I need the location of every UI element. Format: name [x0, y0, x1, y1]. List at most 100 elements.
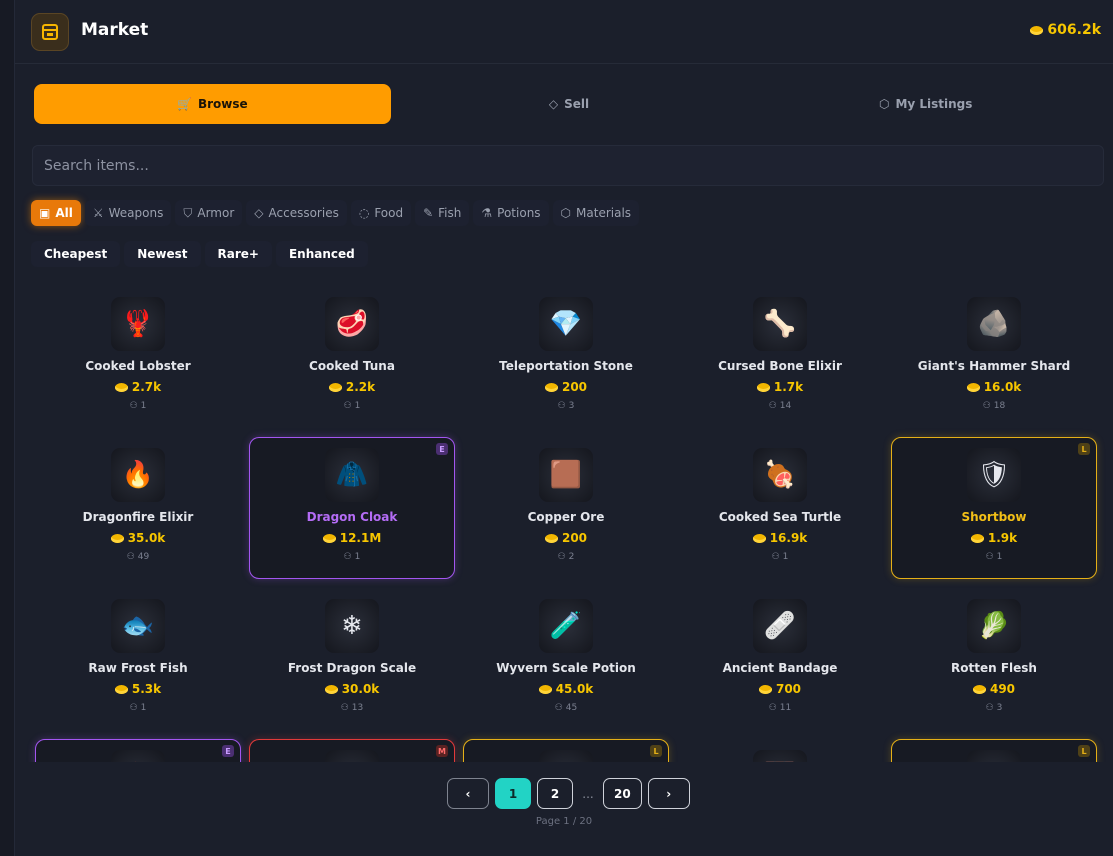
listing-count: 14	[779, 401, 792, 411]
category-all[interactable]: ▣ All	[31, 200, 81, 226]
item-card[interactable]: 🍖 Cooked Sea Turtle 16.9k ⚇ 1	[677, 437, 883, 579]
item-card[interactable]: 🧱	[677, 739, 883, 762]
item-card[interactable]: L 🛡 Shortbow 1.9k ⚇ 1	[891, 437, 1097, 579]
tab-my-listings[interactable]: ⬡ My Listings	[747, 84, 1104, 124]
item-card[interactable]: E🔥	[35, 739, 241, 762]
users-icon: ⚇	[985, 703, 997, 713]
chevron-left-icon: ‹	[465, 786, 471, 801]
listing-count: 1	[140, 703, 147, 713]
market-tabs: 🛒 Browse ◇ Sell ⬡ My Listings	[34, 84, 1104, 124]
item-card[interactable]: 🐟 Raw Frost Fish 5.3k ⚇ 1	[35, 588, 241, 730]
category-label: Weapons	[108, 206, 164, 220]
sort-rare-plus[interactable]: Rare+	[204, 241, 272, 267]
item-listings: ⚇ 1	[130, 401, 147, 411]
category-weapons[interactable]: ⚔ Weapons	[84, 200, 172, 226]
item-price: 1.7k	[756, 380, 804, 394]
sort-cheapest[interactable]: Cheapest	[31, 241, 121, 267]
users-icon: ⚇	[768, 401, 780, 411]
item-card[interactable]: ❄ Frost Dragon Scale 30.0k ⚇ 13	[249, 588, 455, 730]
cookie-icon: ◌	[358, 206, 370, 220]
coin-icon	[966, 382, 980, 392]
item-image: 🥩	[325, 297, 379, 351]
coin-icon	[756, 382, 770, 392]
users-icon: ⚇	[340, 703, 352, 713]
item-card[interactable]: 🥩 Cooked Tuna 2.2k ⚇ 1	[249, 286, 455, 428]
page-20-button[interactable]: 20	[603, 778, 642, 809]
listing-count: 2	[568, 552, 575, 562]
item-image: 🧪	[539, 599, 593, 653]
item-listings: ⚇ 1	[130, 703, 147, 713]
users-icon: ⚇	[129, 401, 141, 411]
tab-label: My Listings	[895, 97, 973, 111]
item-price: 1.9k	[970, 531, 1017, 545]
prev-page-button[interactable]: ‹	[447, 778, 489, 809]
item-card[interactable]: M⚔	[249, 739, 455, 762]
coin-icon	[324, 684, 338, 694]
item-name: Cooked Lobster	[85, 359, 191, 373]
cart-icon: 🛒	[177, 97, 192, 111]
item-listings: ⚇ 13	[341, 703, 363, 713]
item-grid: 🦞 Cooked Lobster 2.7k ⚇ 1 🥩 Cooked Tuna 2.2k ⚇ …	[15, 286, 1113, 762]
item-price: 35.0k	[110, 531, 165, 545]
item-card[interactable]: L🌑	[891, 739, 1097, 762]
item-card[interactable]: L📜	[463, 739, 669, 762]
diamond-icon: ◇	[254, 206, 264, 220]
category-potions[interactable]: ⚗ Potions	[473, 200, 549, 226]
item-card[interactable]: 🧪 Wyvern Scale Potion 45.0k ⚇ 45	[463, 588, 669, 730]
item-listings: ⚇ 14	[769, 401, 791, 411]
item-image: 🧥	[325, 448, 379, 502]
tab-label: Sell	[564, 97, 590, 111]
item-card[interactable]: 🥬 Rotten Flesh 490 ⚇ 3	[891, 588, 1097, 730]
item-card[interactable]: 💎 Teleportation Stone 200 ⚇ 3	[463, 286, 669, 428]
item-price: 200	[544, 531, 587, 545]
item-price: 16.9k	[752, 531, 807, 545]
item-card[interactable]: 🦴 Cursed Bone Elixir 1.7k ⚇ 14	[677, 286, 883, 428]
coin-icon	[758, 684, 772, 694]
sort-enhanced[interactable]: Enhanced	[275, 241, 368, 267]
item-card[interactable]: 🩹 Ancient Bandage 700 ⚇ 11	[677, 588, 883, 730]
item-image: 🦞	[111, 297, 165, 351]
item-price: 700	[758, 682, 801, 696]
item-image: 🩹	[753, 599, 807, 653]
item-card[interactable]: 🪨 Giant's Hammer Shard 16.0k ⚇ 18	[891, 286, 1097, 428]
item-listings: ⚇ 1	[772, 552, 789, 562]
item-image: ⚔	[325, 750, 379, 762]
item-card[interactable]: E 🧥 Dragon Cloak 12.1M ⚇ 1	[249, 437, 455, 579]
category-label: Food	[374, 206, 404, 220]
item-name: Copper Ore	[527, 510, 605, 524]
item-price: 200	[544, 380, 587, 394]
category-armor[interactable]: ⛉ Armor	[175, 200, 243, 226]
category-food[interactable]: ◌ Food	[350, 200, 412, 226]
item-image: 🟫	[539, 448, 593, 502]
coin-icon	[110, 533, 124, 543]
flask-icon: ⚗	[481, 206, 493, 220]
coin-icon	[1030, 25, 1044, 35]
price-value: 1.7k	[773, 380, 804, 394]
rarity-badge: M	[436, 745, 448, 757]
category-fish[interactable]: ✎ Fish	[415, 200, 470, 226]
coin-icon	[328, 382, 342, 392]
category-accessories[interactable]: ◇ Accessories	[246, 200, 347, 226]
item-price: 30.0k	[324, 682, 379, 696]
rarity-badge: L	[650, 745, 662, 757]
item-card[interactable]: 🔥 Dragonfire Elixir 35.0k ⚇ 49	[35, 437, 241, 579]
category-materials[interactable]: ⬡ Materials	[552, 200, 640, 226]
sort-newest[interactable]: Newest	[124, 241, 201, 267]
page-2-button[interactable]: 2	[537, 778, 573, 809]
item-card[interactable]: 🟫 Copper Ore 200 ⚇ 2	[463, 437, 669, 579]
item-card[interactable]: 🦞 Cooked Lobster 2.7k ⚇ 1	[35, 286, 241, 428]
item-image: 🛡	[967, 448, 1021, 502]
next-page-button[interactable]: ›	[647, 778, 690, 809]
item-listings: ⚇ 45	[555, 703, 577, 713]
tab-browse[interactable]: 🛒 Browse	[34, 84, 391, 124]
search-input[interactable]: Search items...	[32, 145, 1104, 186]
coin-icon	[538, 684, 552, 694]
price-value: 2.7k	[131, 380, 162, 394]
category-label: Fish	[438, 206, 462, 220]
coin-icon	[752, 533, 766, 543]
users-icon: ⚇	[129, 703, 141, 713]
tab-sell[interactable]: ◇ Sell	[391, 84, 748, 124]
page-info: Page 1 / 20	[535, 816, 593, 827]
page-1-button[interactable]: 1	[495, 778, 531, 809]
item-name: Dragonfire Elixir	[82, 510, 194, 524]
